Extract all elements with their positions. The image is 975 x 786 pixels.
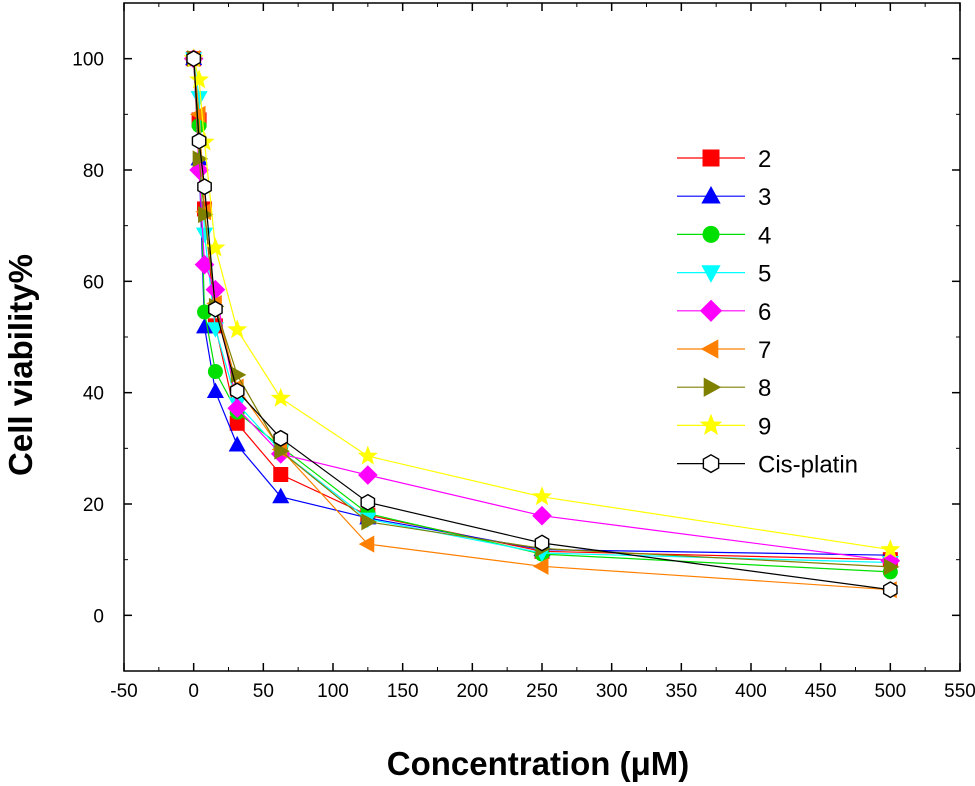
y-tick-label: 20 xyxy=(83,495,104,516)
x-tick-label: 250 xyxy=(526,681,558,702)
x-axis-title: Concentration (μM) xyxy=(387,745,690,782)
legend-item: 9 xyxy=(677,413,771,440)
data-point xyxy=(230,366,247,384)
data-point xyxy=(195,317,214,334)
data-point xyxy=(208,300,223,318)
data-point xyxy=(274,442,290,460)
data-point xyxy=(883,558,900,576)
series-2 xyxy=(185,49,899,562)
x-tick-label: 200 xyxy=(456,681,488,702)
data-point xyxy=(207,364,223,380)
legend-label: 7 xyxy=(758,337,771,364)
data-point xyxy=(532,486,552,506)
axes: -50 0 50 100 150 200 250 300 350 400 450 500 550 0 20 4… xyxy=(72,2,975,702)
data-point xyxy=(227,319,248,339)
legend-label: Cis-platin xyxy=(758,452,858,479)
legend-marker xyxy=(702,149,720,167)
y-tick-label: 60 xyxy=(83,272,104,293)
legend-marker xyxy=(699,413,723,435)
x-tick-label: 100 xyxy=(317,681,349,702)
data-point xyxy=(189,69,210,89)
data-point xyxy=(272,487,290,504)
legend-label: 9 xyxy=(758,413,771,440)
data-point xyxy=(186,50,202,68)
data-point xyxy=(190,91,208,107)
series-group xyxy=(183,48,901,599)
x-tick-label: 450 xyxy=(805,681,837,702)
data-point xyxy=(880,539,901,559)
legend-label: 8 xyxy=(758,375,771,402)
data-point xyxy=(357,445,378,465)
data-point xyxy=(228,435,246,452)
legend-label: 3 xyxy=(758,184,771,211)
legend-label: 4 xyxy=(758,222,771,249)
legend-marker xyxy=(699,299,723,322)
data-point xyxy=(227,398,248,419)
series-line xyxy=(193,58,891,561)
x-tick-label: -50 xyxy=(110,681,137,702)
legend-item: 8 xyxy=(677,375,771,402)
series-line xyxy=(193,58,891,562)
x-tick-label: 150 xyxy=(387,681,419,702)
data-point xyxy=(205,237,226,257)
data-point xyxy=(358,535,375,553)
data-point xyxy=(191,132,207,150)
y-axis-title: Cell viability% xyxy=(2,254,39,476)
legend-marker xyxy=(700,339,719,359)
x-tick-label: 500 xyxy=(874,681,906,702)
data-point xyxy=(882,581,898,599)
x-tick-label: 550 xyxy=(944,681,975,702)
data-point xyxy=(229,382,245,400)
series-line xyxy=(193,58,891,556)
y-tick-label: 40 xyxy=(83,384,104,405)
data-point xyxy=(532,505,552,526)
data-point xyxy=(198,205,214,224)
y-tick-label: 100 xyxy=(72,50,104,71)
data-point xyxy=(358,465,378,485)
data-point xyxy=(273,429,289,447)
data-point xyxy=(532,557,549,575)
data-point xyxy=(206,382,224,399)
data-point xyxy=(361,513,377,531)
data-point xyxy=(273,466,289,482)
legend-item: 5 xyxy=(677,261,771,288)
legend-marker xyxy=(702,225,720,243)
data-point xyxy=(197,178,212,196)
x-tick-label: 400 xyxy=(735,681,767,702)
x-tick-label: 50 xyxy=(253,681,274,702)
data-point xyxy=(195,227,214,244)
legend-label: 5 xyxy=(758,261,771,288)
data-point xyxy=(270,387,291,407)
legend-label: 2 xyxy=(758,146,771,173)
data-point xyxy=(534,534,550,552)
legend-marker xyxy=(703,377,722,397)
y-tick-label: 0 xyxy=(93,606,104,627)
x-tick-label: 350 xyxy=(665,681,697,702)
legend-label: 6 xyxy=(758,299,771,326)
x-tick-label: 0 xyxy=(188,681,199,702)
x-tick-label: 300 xyxy=(596,681,628,702)
legend-marker xyxy=(701,185,721,204)
legend-item: 7 xyxy=(677,337,771,364)
data-point xyxy=(360,493,376,511)
legend-marker xyxy=(701,265,721,283)
legend-item: 3 xyxy=(677,184,771,211)
y-tick-label: 80 xyxy=(83,161,104,182)
legend-marker xyxy=(702,453,720,474)
legend-item: 2 xyxy=(677,146,771,173)
series-8 xyxy=(183,48,901,559)
series-9 xyxy=(186,50,898,599)
legend-item: 4 xyxy=(677,222,771,249)
legend: 2 3 4 5 6 7 8 9 Cis-platin xyxy=(677,146,858,479)
legend-item: 6 xyxy=(677,299,771,326)
legend-item: Cis-platin xyxy=(677,452,858,479)
data-point xyxy=(206,322,224,338)
